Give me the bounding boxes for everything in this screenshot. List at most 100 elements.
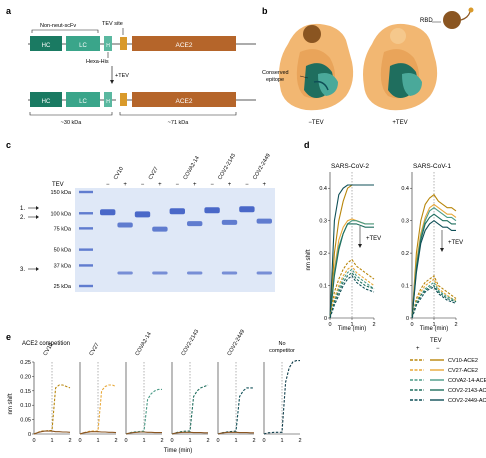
e-subplot-title: COVA2-14 <box>135 331 153 357</box>
gel-tev-sign: − <box>141 182 145 188</box>
band-arrow-2: 2. <box>20 215 25 221</box>
gel-ladder-band <box>79 227 93 230</box>
x-tick-label: 1 <box>234 438 237 444</box>
d-title-cov2: SARS-CoV-2 <box>331 163 369 170</box>
x-tick-label: 2 <box>160 438 163 444</box>
lc-label-b: LC <box>79 99 87 105</box>
y-tick-label: 0.3 <box>319 219 327 225</box>
y-tick-label: 0.2 <box>319 251 327 257</box>
gel <box>75 188 275 292</box>
series-line <box>329 184 374 319</box>
x-tick-label: 0 <box>124 438 127 444</box>
gel-lane-label: COVA2-14 <box>183 155 201 181</box>
band-arrow-3: 3. <box>20 267 25 273</box>
gel-tev-sign: + <box>263 182 267 188</box>
series-line <box>217 431 254 435</box>
legend-label: COV2-2449-ACE2 <box>448 398 486 404</box>
gel-tev-label: TEV <box>52 182 64 188</box>
x-tick-label: 2 <box>454 322 457 328</box>
non-neut-label: Non-neut-scFv <box>40 23 76 29</box>
x-tick-label: 0 <box>78 438 81 444</box>
x-tick-label: 0 <box>328 322 331 328</box>
hexa-his-label: Hexa-His <box>86 59 109 65</box>
gel-lane-labels: CV10 CV27 COVA2-14 COV2-2143 COV2-2449 <box>113 153 272 181</box>
e-subplot: COVA2-14 0 1 2 <box>124 331 163 444</box>
series-line <box>125 431 162 435</box>
x-tick-label: 2 <box>372 322 375 328</box>
spike-minus-tev <box>279 23 354 111</box>
series-line <box>171 431 208 435</box>
series-line <box>329 258 375 319</box>
d-plot-sars-cov-2: 0 1 2 0 0.1 0.2 0.3 0.4 <box>319 172 376 328</box>
gel-lane-label: CV27 <box>148 166 160 181</box>
legend-minus: − <box>436 346 440 352</box>
legend: TEV + − CV10-ACE2 CV27-ACE2 COVA2-14-ACE2 C… <box>410 338 486 404</box>
gel-band <box>152 226 168 232</box>
series-line <box>79 431 117 435</box>
y-tick-label: 0.05 <box>20 418 31 424</box>
gel-band <box>221 271 238 275</box>
gel-ladder-band <box>79 264 93 267</box>
panel-b-letter: b <box>262 6 268 16</box>
band-arrow-1: 1. <box>20 206 25 212</box>
x-tick-label: 0 <box>170 438 173 444</box>
gel-band <box>221 219 238 225</box>
x-tick-label: 2 <box>252 438 255 444</box>
x-tick-label: 0 <box>410 322 413 328</box>
gel-tev-sign: − <box>210 182 214 188</box>
series-line <box>33 430 71 435</box>
gel-lane-label: COV2-2449 <box>252 153 272 181</box>
e-subplot: COV2-2143 0 1 2 <box>170 329 209 444</box>
ace2-domain <box>132 36 236 51</box>
gel-tev-sign: + <box>228 182 232 188</box>
panel-c-letter: c <box>6 140 11 150</box>
y-tick-label: 0.25 <box>20 360 31 366</box>
legend-plus: + <box>416 346 420 352</box>
y-tick-label: 0 <box>406 316 409 322</box>
released-rbd <box>443 11 461 29</box>
his-label: H <box>106 43 110 49</box>
y-tick-label: 0 <box>28 432 31 438</box>
x-tick-label: 1 <box>280 438 283 444</box>
legend-label: COVA2-14-ACE2 <box>448 378 486 384</box>
band-arrows: 1. 2. 3. <box>20 206 39 273</box>
legend-label: CV27-ACE2 <box>448 368 478 374</box>
e-subplot-title: CV27 <box>89 342 101 357</box>
gel-band <box>117 271 133 275</box>
gel-band <box>100 209 116 216</box>
y-tick-label: 0.1 <box>401 284 409 290</box>
series-line <box>411 281 457 319</box>
e-title: ACE2 competition <box>22 341 70 347</box>
e-subplot: CV27 0 1 2 <box>78 342 117 444</box>
series-line <box>329 275 375 319</box>
lc-label: LC <box>79 43 87 49</box>
series-line <box>329 268 375 319</box>
x-tick-label: 0 <box>32 438 35 444</box>
gel-band <box>169 208 185 215</box>
panel-d-letter: d <box>304 140 310 150</box>
gel-signs: − + − + − + − + − + <box>106 182 267 188</box>
conserved-label: Conserved <box>262 70 289 76</box>
gel-mw-label: 100 kDa <box>51 211 72 217</box>
legend-label: COV2-2143-ACE2 <box>448 388 486 394</box>
y-tick-label: 0.3 <box>401 219 409 225</box>
lc-domain <box>66 36 100 51</box>
plus-tev-b: +TEV <box>392 120 407 126</box>
tev-site <box>120 37 127 50</box>
series-line <box>411 193 457 319</box>
x-tick-label: 2 <box>206 438 209 444</box>
gel-tev-sign: + <box>193 182 197 188</box>
gel-band <box>256 271 272 275</box>
gel-bands <box>79 190 272 288</box>
gel-band <box>187 271 203 275</box>
x-tick-label: 1 <box>142 438 145 444</box>
y-tick-label: 0.1 <box>319 284 327 290</box>
non-neut-bracket <box>31 29 99 33</box>
x-tick-label: 0 <box>216 438 219 444</box>
gel-tev-sign: − <box>245 182 249 188</box>
gel-ladder-band <box>79 248 93 251</box>
x-tick-label: 1 <box>96 438 99 444</box>
